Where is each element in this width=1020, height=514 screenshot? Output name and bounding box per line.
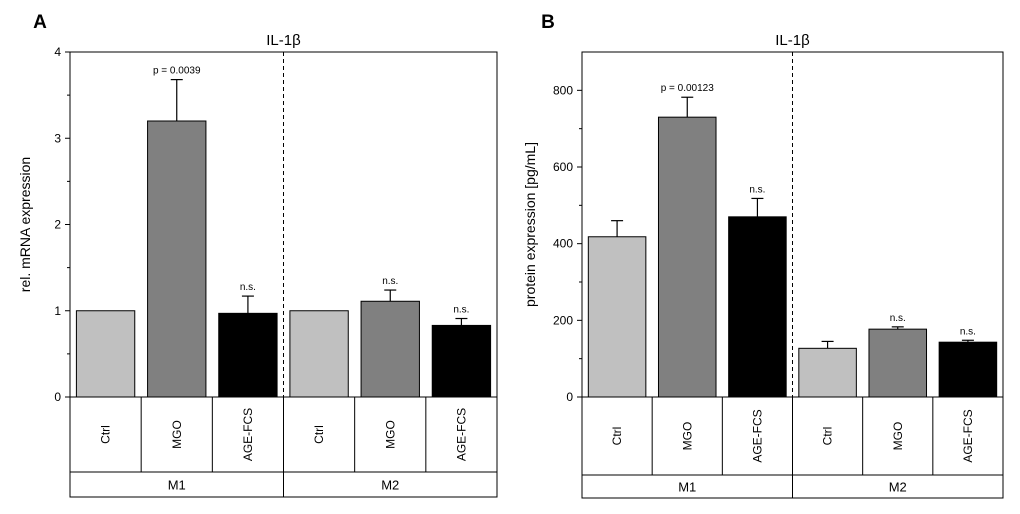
bar [75,310,136,398]
chart-panel-a: A IL-1β 0 1 2 3 4 rel. mRNA expression Ctrl p = 0… [17,12,498,498]
category-label: Ctrl [99,425,113,444]
y-tick-label: 0 [566,390,573,404]
bar [938,341,998,398]
category-label: MGO [170,420,184,449]
bar [360,300,420,398]
group-label: M1 [168,478,186,493]
category-label: AGE-FCS [241,408,255,461]
significance-label: n.s. [749,184,765,195]
chart-title: IL-1β [775,32,810,49]
y-tick-label: 600 [553,160,573,174]
chart-panel-b: B IL-1β 0 200 400 600 800 protein expression [p… [522,12,1004,499]
significance-label: n.s. [890,313,906,324]
category-label: AGE-FCS [961,409,975,462]
category-label: AGE-FCS [750,409,764,462]
significance-label: p = 0.0039 [153,66,201,77]
y-tick-label: 800 [553,83,573,97]
bar [657,116,717,398]
chart-title: IL-1β [266,32,301,49]
y-tick-label: 1 [54,304,61,318]
y-tick-label: 200 [553,313,573,327]
group-label: M2 [889,480,907,495]
bar [868,328,928,398]
bar [431,324,492,398]
y-tick-label: 2 [54,218,61,232]
significance-label: n.s. [382,276,398,287]
category-label: Ctrl [610,427,624,446]
significance-label: n.s. [960,326,976,337]
group-label: M1 [678,480,696,495]
significance-label: p = 0.00123 [661,83,715,94]
group-label: M2 [381,478,399,493]
panel-label: B [541,12,555,33]
y-tick-label: 400 [553,237,573,251]
y-tick-label: 0 [54,390,61,404]
significance-label: n.s. [240,282,256,293]
significance-label: n.s. [453,305,469,316]
y-tick-label: 3 [54,131,61,145]
category-label: AGE-FCS [454,408,468,461]
y-axis-label: rel. mRNA expression [17,157,33,292]
bar [587,236,647,398]
category-label: MGO [891,422,905,451]
category-label: Ctrl [821,427,835,446]
bar [728,216,787,398]
panel-label: A [33,12,47,33]
bar [798,347,857,398]
category-label: MGO [383,420,397,449]
bar [218,312,278,398]
bar [289,310,349,398]
bar [147,120,207,398]
category-label: MGO [680,422,694,451]
category-label: Ctrl [312,425,326,444]
y-axis-label: protein expression [pg/mL] [522,142,538,307]
y-tick-label: 4 [54,45,61,59]
